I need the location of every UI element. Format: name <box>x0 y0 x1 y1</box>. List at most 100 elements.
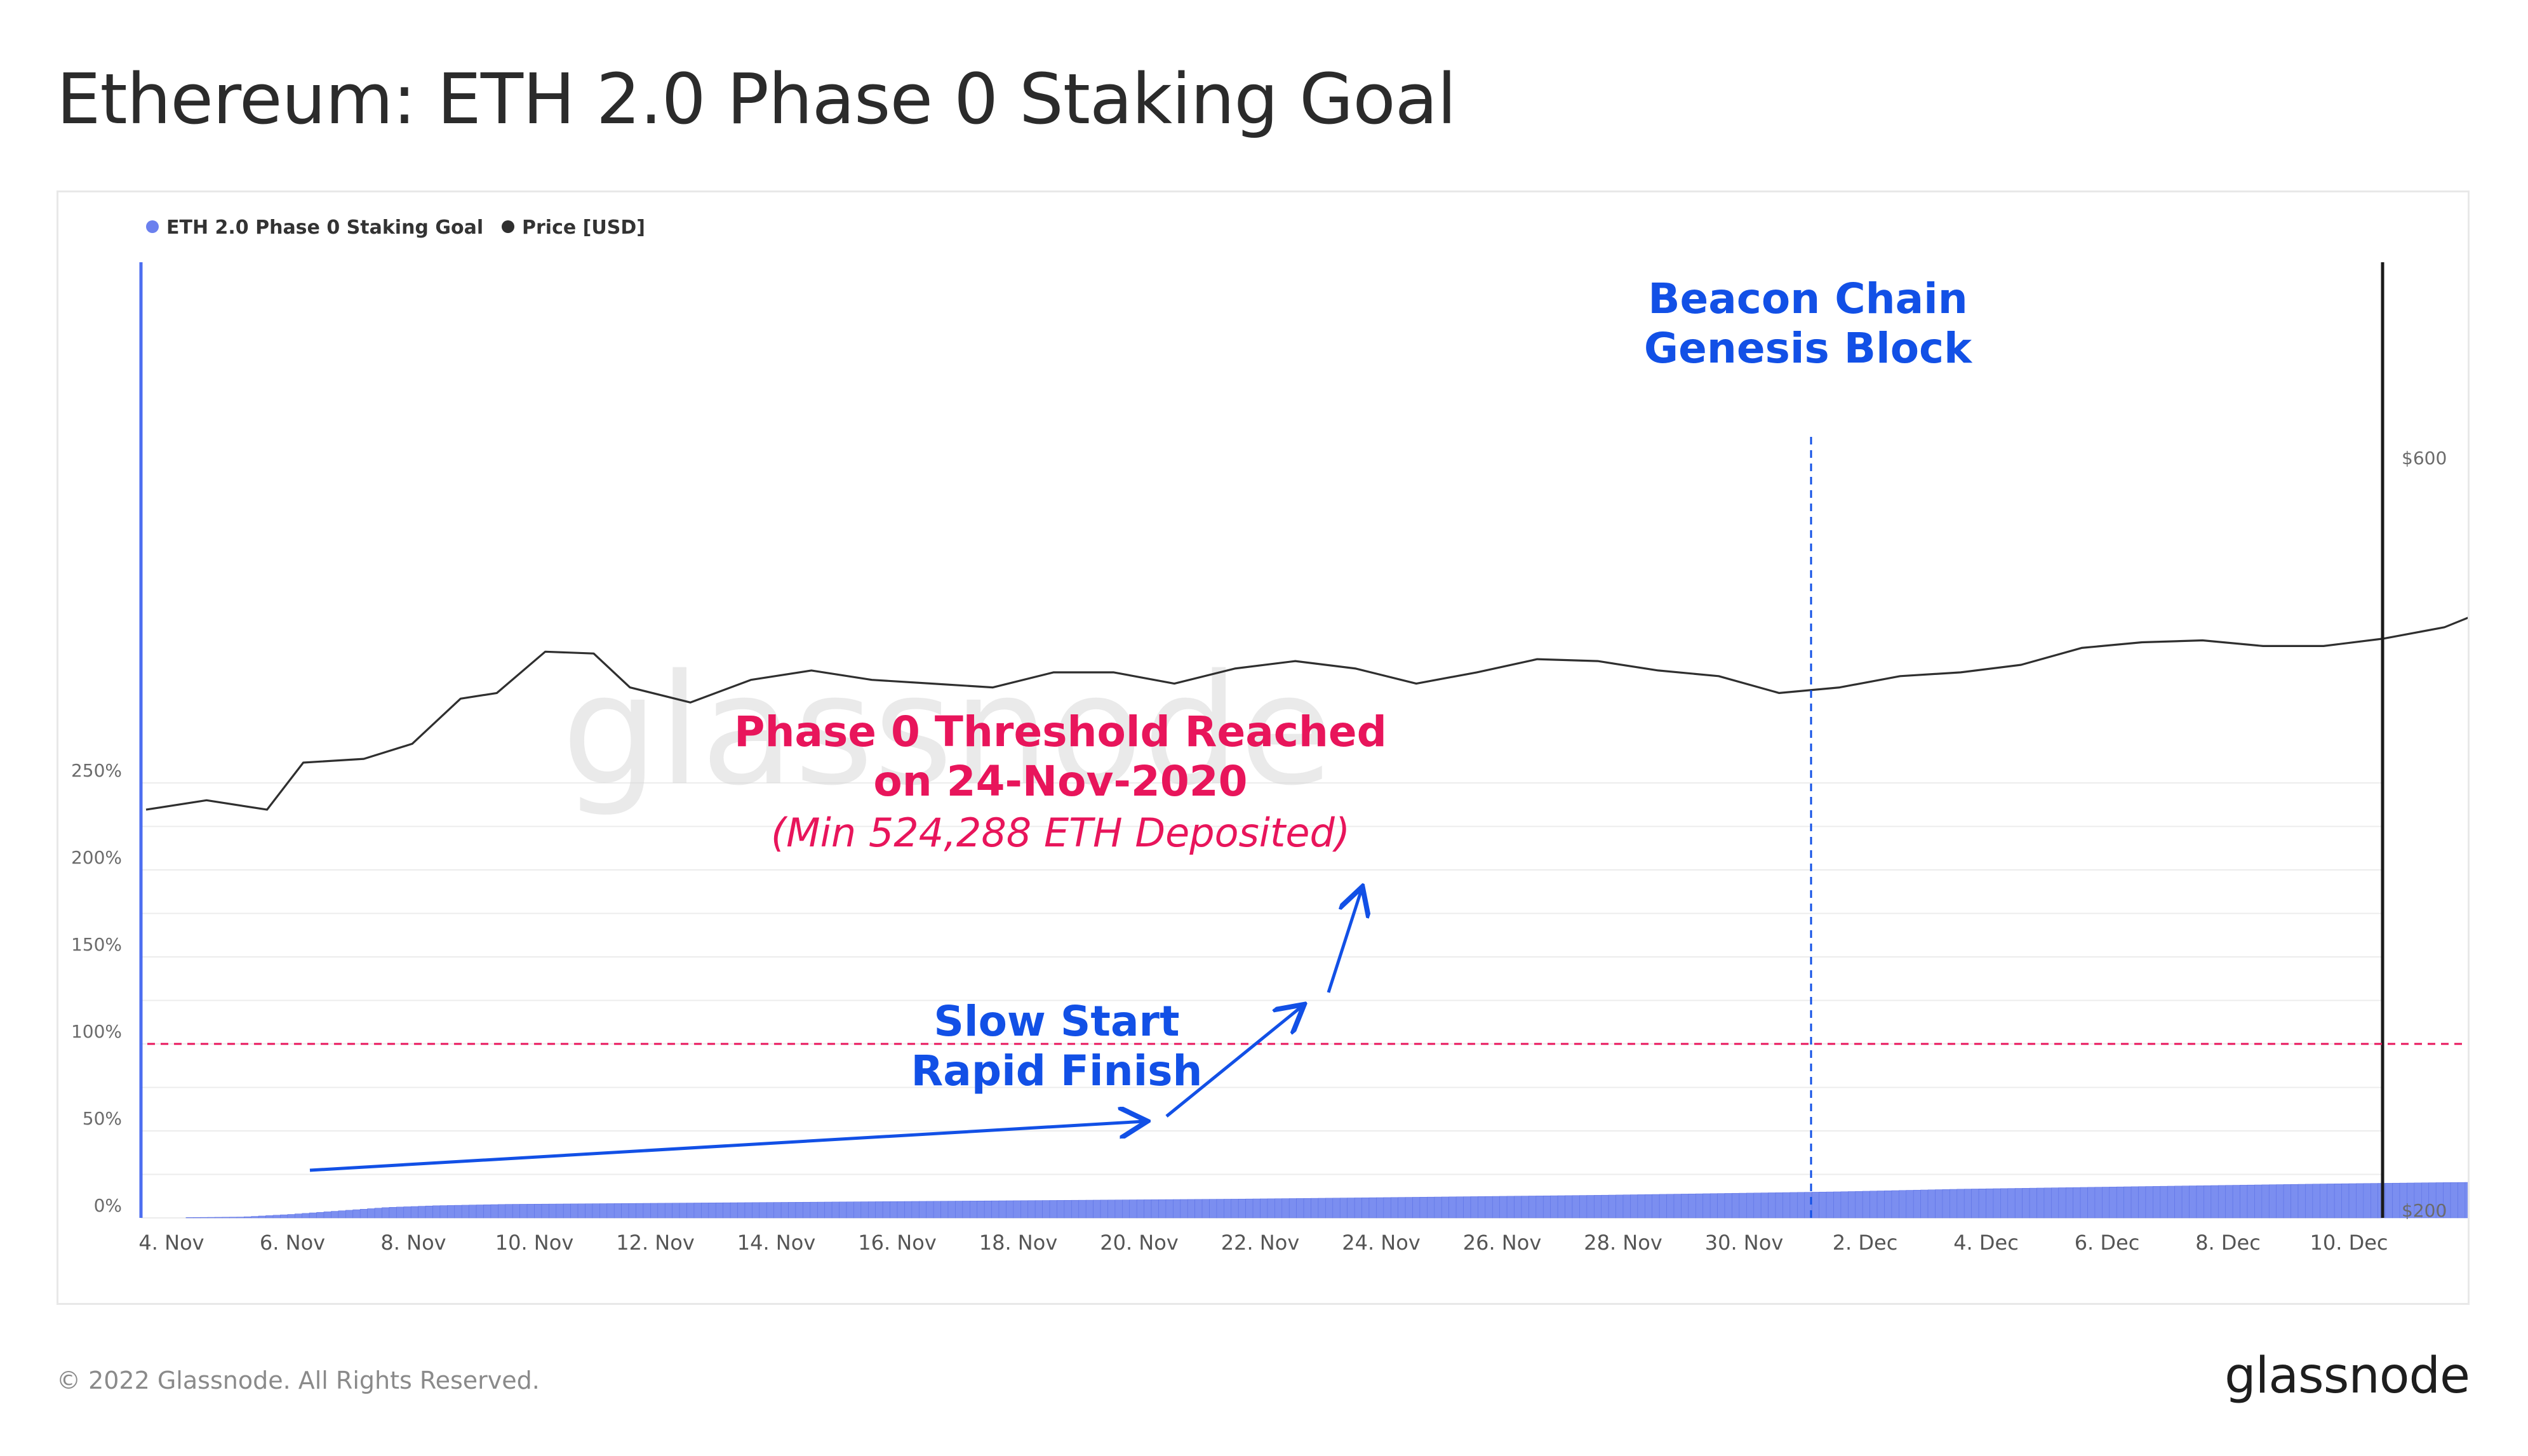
legend-label: ETH 2.0 Phase 0 Staking Goal <box>166 217 483 239</box>
staking-bar <box>693 1203 702 1219</box>
staking-bar <box>1267 1198 1275 1219</box>
staking-bar <box>1064 1199 1072 1219</box>
staking-bar <box>287 1214 295 1219</box>
staking-bar <box>2138 1186 2146 1219</box>
staking-bar <box>1855 1191 1863 1219</box>
staking-bar <box>2080 1187 2088 1219</box>
staking-bar <box>1899 1190 1907 1219</box>
staking-bar <box>1746 1192 1755 1219</box>
staking-bar <box>1419 1197 1428 1219</box>
staking-bar <box>2167 1186 2175 1219</box>
staking-bar <box>1724 1193 1732 1219</box>
staking-bar <box>1318 1198 1326 1219</box>
staking-bar <box>432 1205 441 1219</box>
staking-bar <box>1042 1200 1050 1219</box>
staking-bar <box>1078 1199 1087 1219</box>
staking-bar <box>1057 1200 1065 1219</box>
staking-bar <box>2130 1186 2139 1219</box>
staking-bar <box>2327 1184 2335 1219</box>
staking-bar <box>2123 1186 2132 1219</box>
staking-bar <box>2204 1185 2212 1219</box>
staking-bar <box>403 1206 411 1219</box>
x-tick-label: 10. Dec <box>2310 1231 2388 1255</box>
staking-bar <box>904 1201 913 1219</box>
staking-bar <box>2210 1185 2219 1219</box>
staking-bar <box>2087 1187 2096 1219</box>
staking-bar <box>2261 1184 2270 1219</box>
staking-bar <box>563 1203 571 1219</box>
arrow-rapid <box>1165 1006 1302 1118</box>
legend-dot <box>146 220 159 233</box>
staking-bar <box>831 1201 839 1219</box>
staking-bar <box>803 1201 811 1219</box>
staking-bar <box>824 1201 833 1219</box>
staking-bar <box>1020 1200 1029 1219</box>
staking-bar <box>998 1200 1007 1219</box>
staking-bar <box>345 1210 354 1219</box>
x-tick-label: 2. Dec <box>1833 1231 1898 1255</box>
staking-bar <box>1151 1199 1159 1219</box>
staking-bar <box>323 1212 331 1219</box>
rapid-finish-label: Rapid Finish <box>911 1046 1202 1095</box>
x-tick-label: 26. Nov <box>1463 1231 1542 1255</box>
staking-bar <box>882 1201 890 1219</box>
staking-bar <box>1993 1188 2001 1219</box>
staking-bar <box>1688 1193 1696 1219</box>
staking-bar <box>1448 1196 1457 1219</box>
threshold-label-line2: on 24-Nov-2020 <box>873 757 1247 806</box>
staking-bar <box>1085 1199 1093 1219</box>
x-tick-label: 20. Nov <box>1100 1231 1179 1255</box>
staking-bar <box>534 1203 542 1219</box>
staking-bar <box>526 1204 535 1219</box>
staking-bar <box>1927 1189 1936 1219</box>
chart-svg: glassnode 0% 50% 100% 150% 200% 250% $200 $600 4… <box>71 217 2468 1255</box>
staking-bar <box>1862 1191 1870 1219</box>
y-left-tick-label: 250% <box>71 760 122 781</box>
staking-bar <box>185 1217 194 1219</box>
staking-bar <box>1659 1194 1667 1219</box>
staking-bar <box>1833 1191 1842 1219</box>
staking-bar <box>947 1201 956 1219</box>
staking-bar <box>469 1205 477 1219</box>
x-tick-label: 24. Nov <box>1342 1231 1421 1255</box>
x-tick-label: 6. Dec <box>2075 1231 2140 1255</box>
staking-bar <box>1260 1198 1268 1219</box>
staking-bar <box>715 1202 723 1219</box>
staking-bar <box>1702 1193 1711 1219</box>
staking-bar <box>2073 1187 2081 1219</box>
staking-bar <box>2109 1187 2117 1219</box>
staking-bar <box>1201 1199 1210 1219</box>
staking-bar <box>1709 1193 1718 1219</box>
staking-bar <box>2153 1186 2161 1219</box>
staking-bar <box>1209 1199 1217 1219</box>
staking-bar <box>1950 1189 1958 1219</box>
staking-bar <box>1274 1198 1283 1219</box>
staking-bar <box>570 1203 578 1219</box>
staking-bar <box>229 1217 237 1219</box>
staking-bar <box>1681 1194 1689 1219</box>
staking-bar <box>955 1201 963 1219</box>
y-right-tick-label: $200 <box>2402 1200 2447 1221</box>
staking-bar <box>1884 1190 1892 1219</box>
staking-bar <box>1463 1196 1471 1219</box>
staking-bar <box>1412 1197 1421 1219</box>
staking-bar <box>1245 1198 1254 1219</box>
x-tick-label: 30. Nov <box>1705 1231 1784 1255</box>
staking-bar <box>1586 1195 1595 1219</box>
staking-bar <box>730 1202 738 1219</box>
staking-bar <box>2065 1187 2073 1219</box>
staking-bar <box>2334 1184 2342 1219</box>
staking-bar <box>664 1203 672 1219</box>
staking-bar <box>1913 1189 1921 1219</box>
staking-bar <box>2022 1188 2030 1219</box>
staking-bar <box>1673 1194 1682 1219</box>
staking-bar <box>2384 1183 2393 1219</box>
arrow-slow <box>309 1121 1144 1172</box>
staking-bar <box>1717 1193 1725 1219</box>
staking-bar <box>215 1217 223 1219</box>
staking-bar <box>1303 1198 1311 1219</box>
staking-bar <box>672 1203 680 1219</box>
staking-bar <box>1775 1192 1783 1219</box>
staking-bar <box>2305 1184 2313 1219</box>
staking-bar <box>1180 1199 1188 1219</box>
